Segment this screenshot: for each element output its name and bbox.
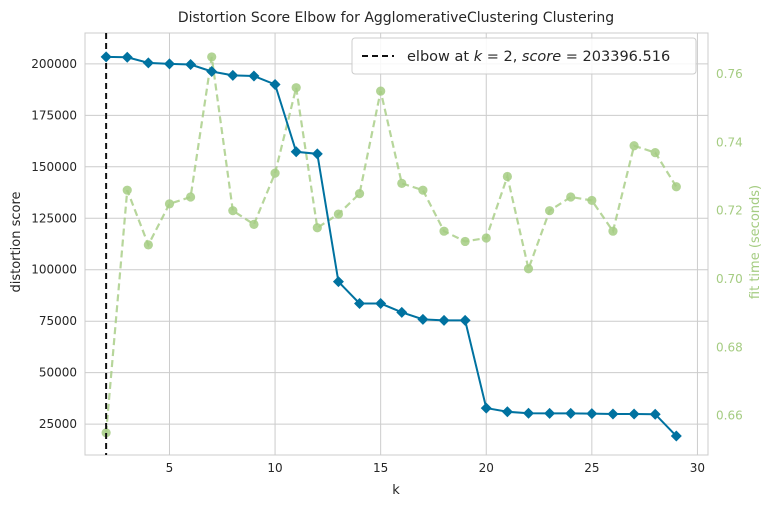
legend-label-part: ,	[513, 49, 522, 65]
distortion-point	[227, 69, 239, 81]
y2-tick-label: 0.70	[716, 272, 743, 286]
distortion-point	[206, 65, 218, 77]
fit-time-point	[418, 185, 428, 195]
distortion-point	[269, 78, 281, 90]
fit-time-point	[270, 168, 280, 178]
fit-time-point	[650, 147, 660, 158]
legend-box	[351, 37, 697, 75]
distortion-point	[290, 146, 302, 158]
y-tick-label: 50000	[39, 366, 77, 380]
y-tick-label: 200000	[31, 57, 77, 71]
distortion-point	[522, 407, 534, 419]
x-tick-label: 10	[267, 461, 282, 475]
y-tick-label: 75000	[39, 314, 77, 328]
fit-time-point	[502, 171, 512, 182]
y2-tick-label: 0.68	[716, 340, 743, 354]
distortion-point	[607, 408, 619, 420]
y-axis-label: distortion score	[9, 192, 24, 293]
fit-time-point	[566, 192, 576, 202]
distortion-point	[628, 408, 640, 420]
plot-area	[84, 32, 709, 456]
fit-time-point	[185, 192, 196, 202]
legend-label-part: score = 203396.516	[522, 49, 670, 65]
distortion-point	[121, 51, 133, 63]
fit-time-point	[207, 52, 217, 62]
chart-title: Distortion Score Elbow for Agglomerative…	[178, 10, 614, 26]
legend-label-variable: score	[522, 49, 561, 65]
legend-label-variable: k	[474, 49, 483, 65]
fit-time-point	[397, 178, 407, 188]
fit-time-point	[249, 219, 259, 229]
distortion-point	[417, 313, 429, 325]
distortion-point	[185, 58, 197, 70]
distortion-point	[163, 58, 175, 70]
fit-time-point	[164, 199, 175, 209]
distortion-point	[311, 148, 323, 160]
legend-label-part: elbow at	[407, 49, 474, 65]
fit-time-line	[105, 56, 678, 433]
distortion-point	[480, 402, 492, 414]
y2-axis-label: fit time (seconds)	[748, 185, 763, 299]
x-tick-label: 30	[690, 461, 705, 475]
fit-time-point	[291, 83, 301, 93]
y2-tick-label: 0.74	[716, 135, 743, 149]
legend-label-value: = 2	[482, 49, 513, 65]
fit-time-point	[122, 185, 132, 195]
distortion-point	[438, 314, 450, 326]
fit-time-point	[608, 226, 618, 236]
y-tick-label: 175000	[31, 108, 77, 122]
fit-time-point	[143, 240, 153, 250]
distortion-point	[565, 407, 577, 419]
distortion-point	[670, 430, 682, 442]
y-tick-label: 100000	[31, 263, 77, 277]
fit-time-point	[545, 206, 555, 216]
x-tick-label: 5	[166, 461, 174, 475]
y-tick-label: 150000	[31, 160, 77, 174]
distortion-point	[649, 408, 661, 420]
fit-time-point	[376, 86, 386, 96]
fit-time-point	[312, 223, 322, 233]
y2-tick-label: 0.76	[716, 67, 743, 81]
distortion-point	[142, 57, 154, 69]
distortion-point	[248, 70, 260, 82]
fit-time-point	[523, 264, 534, 274]
fit-time-point	[101, 428, 111, 438]
fit-time-point	[228, 206, 238, 216]
fit-time-point	[354, 188, 365, 199]
y2-tick-label: 0.72	[716, 204, 743, 218]
x-tick-label: 20	[479, 461, 494, 475]
legend-label-part: k = 2	[474, 49, 513, 65]
fit-time-point	[333, 209, 344, 219]
distortion-point	[332, 276, 344, 288]
legend: elbow at k = 2, score = 203396.516	[351, 37, 697, 75]
x-tick-label: 15	[373, 461, 388, 475]
distortion-point	[544, 407, 556, 419]
fit-time-point	[481, 233, 491, 243]
legend-label: elbow at k = 2, score = 203396.516	[407, 49, 670, 65]
distortion-line	[106, 55, 678, 437]
y-tick-label: 125000	[31, 211, 77, 225]
x-axis-label: k	[392, 483, 400, 498]
distortion-point	[459, 314, 471, 326]
legend-label-value: = 203396.516	[561, 49, 670, 65]
distortion-point	[354, 297, 366, 309]
distortion-point	[501, 406, 513, 418]
fit-time-point	[587, 195, 597, 206]
distortion-point	[375, 297, 387, 309]
y-tick-label: 25000	[39, 417, 77, 431]
y2-tick-label: 0.66	[716, 409, 743, 423]
distortion-point	[396, 306, 408, 318]
fit-time-point	[460, 236, 470, 247]
x-tick-label: 25	[584, 461, 599, 475]
distortion-point	[100, 51, 112, 63]
fit-time-point	[439, 226, 449, 236]
distortion-point	[586, 408, 598, 420]
fit-time-point	[629, 141, 639, 151]
fit-time-point	[671, 182, 681, 192]
